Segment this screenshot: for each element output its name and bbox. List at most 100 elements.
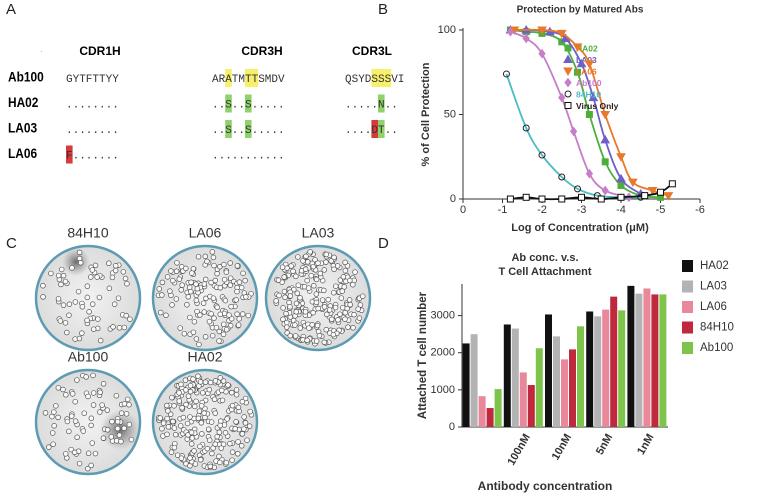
cell <box>229 389 235 396</box>
cell <box>346 297 353 303</box>
cell <box>217 422 223 429</box>
cell <box>242 277 248 284</box>
y-tick-label: 50 <box>444 108 456 120</box>
sequence: .. <box>232 125 245 137</box>
sequence: ..... <box>252 125 285 137</box>
cell <box>123 411 130 417</box>
marker <box>522 193 530 201</box>
well-label: Ab100 <box>68 349 109 365</box>
cell <box>64 329 70 336</box>
legend-label: HA02 <box>576 43 598 53</box>
cell <box>229 457 235 463</box>
cell <box>159 279 166 286</box>
cell <box>50 441 56 447</box>
x-tick-label: -6 <box>695 204 705 216</box>
cell <box>121 425 127 432</box>
cell <box>293 300 300 307</box>
cell <box>72 398 78 405</box>
marker <box>578 193 585 201</box>
well <box>151 368 259 476</box>
cell <box>197 312 203 318</box>
cell <box>71 449 78 456</box>
cell <box>229 402 236 409</box>
sequence: AR <box>212 74 226 86</box>
row-label: Ab100 <box>8 69 44 85</box>
cell <box>191 318 198 325</box>
cell <box>321 287 327 294</box>
panel-label: A <box>6 1 16 18</box>
cell <box>211 396 218 403</box>
cell <box>236 316 242 322</box>
cell <box>287 333 293 339</box>
cell <box>181 330 188 337</box>
cell <box>202 379 209 385</box>
cell <box>337 311 343 317</box>
cell <box>315 260 321 266</box>
cell <box>287 304 293 310</box>
marker <box>584 60 595 69</box>
cell <box>313 299 320 306</box>
cell <box>326 307 333 313</box>
cell <box>239 398 246 405</box>
marker <box>564 77 572 88</box>
legend-label: LA03 <box>576 55 597 65</box>
cell <box>92 450 99 457</box>
cell <box>212 441 218 447</box>
cell <box>95 316 101 322</box>
sequence: S <box>225 125 232 137</box>
bar <box>519 372 527 427</box>
bar <box>561 359 568 427</box>
cell <box>196 341 202 348</box>
row-label: LA06 <box>8 145 37 161</box>
cell <box>219 387 225 394</box>
marker <box>663 192 674 201</box>
cell <box>201 281 208 287</box>
cell <box>226 312 232 318</box>
series-line <box>514 28 669 197</box>
legend-label: 84H10 <box>700 322 734 334</box>
cell <box>197 443 203 450</box>
cell <box>69 265 75 271</box>
cell <box>294 290 301 297</box>
cell <box>99 402 105 408</box>
bar <box>503 324 511 427</box>
cell <box>324 311 330 318</box>
sequence: S <box>245 99 252 111</box>
x-tick-label: 1nM <box>635 432 656 457</box>
cell <box>63 392 69 398</box>
y-tick-label: 3000 <box>431 309 455 321</box>
cell <box>350 325 356 331</box>
cell <box>321 267 328 273</box>
cell <box>293 273 299 280</box>
highlight <box>245 94 252 113</box>
cell <box>85 450 92 457</box>
cell <box>234 311 240 317</box>
cell <box>344 305 350 312</box>
cell <box>355 306 361 312</box>
cell <box>157 415 164 421</box>
cell <box>156 286 162 292</box>
cell <box>310 263 317 270</box>
cell <box>55 272 62 279</box>
cell <box>197 457 204 463</box>
cell <box>356 315 363 321</box>
cell <box>187 314 193 321</box>
legend-swatch <box>682 321 693 334</box>
marker <box>641 192 649 200</box>
cell <box>315 305 321 312</box>
bar <box>635 293 643 427</box>
cell <box>179 282 185 288</box>
cell <box>206 386 213 393</box>
legend-label: LA06 <box>700 301 727 313</box>
cell <box>330 331 337 338</box>
bar <box>511 328 519 427</box>
cell <box>279 264 286 270</box>
cell <box>323 326 329 333</box>
cell <box>193 398 199 405</box>
cell <box>126 421 133 428</box>
bar <box>569 349 576 427</box>
cell <box>189 270 195 276</box>
cell <box>238 443 245 449</box>
cell <box>55 385 62 391</box>
cell <box>233 387 240 393</box>
